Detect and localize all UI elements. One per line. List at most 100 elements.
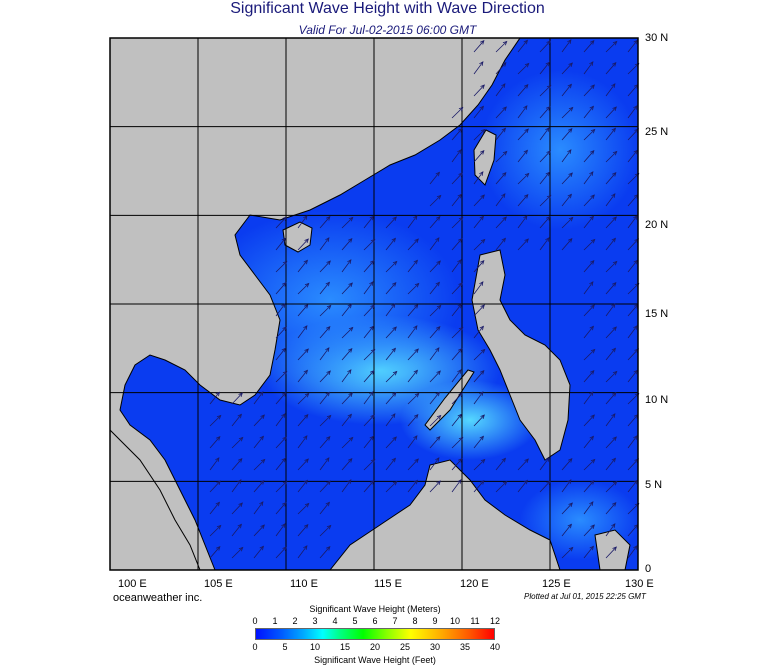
wave-arrow: [319, 414, 332, 427]
wave-mid-zone-north: [480, 70, 638, 230]
wave-arrow: [583, 325, 594, 339]
wave-arrow: [319, 325, 331, 339]
colorbar-meter-tick: 8: [412, 616, 418, 626]
wave-arrow: [605, 83, 616, 97]
wave-arrow: [209, 545, 221, 559]
wave-arrow: [319, 480, 331, 493]
lat-label-30: 30 N: [645, 32, 669, 44]
wave-arrow: [473, 215, 484, 229]
wave-arrow: [451, 413, 462, 427]
wave-arrow: [275, 457, 286, 471]
wave-arrow: [231, 546, 244, 559]
wave-arrow: [275, 326, 287, 339]
wave-arrow: [319, 347, 330, 361]
wave-arrow: [561, 127, 573, 141]
wave-arrow: [275, 546, 287, 559]
wave-arrow: [473, 348, 486, 361]
wave-arrow: [517, 193, 529, 207]
land-sulawesi: [594, 529, 631, 570]
wave-arrow: [451, 149, 462, 163]
wave-arrow: [605, 237, 616, 251]
wave-arrow: [297, 238, 309, 251]
wave-arrow: [561, 237, 573, 251]
colorbar-meter-tick: 4: [332, 616, 338, 626]
wave-arrow: [363, 479, 375, 493]
wave-arrow: [407, 238, 419, 251]
wave-arrow: [253, 479, 265, 493]
wave-arrow: [429, 480, 441, 493]
wave-arrow: [275, 523, 286, 537]
lon-label-120: 120 E: [460, 578, 489, 590]
wave-high-zone: [400, 380, 540, 460]
wave-arrow: [605, 413, 616, 427]
wave-arrow: [341, 457, 353, 471]
wave-arrow: [605, 40, 618, 53]
wave-arrow: [429, 281, 440, 295]
wave-arrow: [583, 435, 594, 449]
wave-arrow: [209, 391, 220, 405]
wave-arrow: [451, 303, 462, 317]
wave-arrow: [319, 215, 331, 229]
wave-arrow: [231, 479, 242, 493]
wave-arrow: [583, 238, 596, 251]
colorbar-title-meters: Significant Wave Height (Meters): [309, 604, 441, 614]
wave-arrow: [473, 458, 486, 471]
map-frame: [109, 37, 639, 571]
wave-arrow: [407, 325, 418, 339]
wave-arrow: [297, 215, 308, 229]
colorbar-meter-tick: 2: [292, 616, 298, 626]
wave-arrow: [517, 62, 530, 75]
wave-arrow: [517, 215, 528, 229]
wave-arrow: [253, 458, 266, 471]
wave-arrow: [451, 479, 462, 493]
wave-arrow: [517, 83, 529, 97]
wave-arrow: [583, 171, 594, 185]
wave-arrow: [363, 215, 374, 229]
lat-label-10: 10 N: [645, 394, 669, 406]
wave-arrow: [297, 413, 309, 427]
lon-label-125: 125 E: [542, 578, 571, 590]
wave-arrow: [341, 216, 354, 229]
wave-arrow: [231, 436, 244, 449]
wave-arrow: [429, 391, 440, 405]
wave-arrow: [473, 39, 485, 53]
wave-arrow: [429, 370, 441, 383]
wave-arrow: [539, 84, 552, 97]
map-subtitle: Valid For Jul-02-2015 06:00 GMT: [298, 23, 477, 37]
wave-arrow: [363, 414, 375, 427]
land-taiwan: [473, 129, 497, 186]
wave-arrow: [363, 435, 374, 449]
wave-arrow: [561, 149, 572, 163]
wave-direction-arrows: [209, 39, 640, 559]
wave-arrow: [297, 545, 308, 559]
wave-arrow: [605, 326, 617, 339]
wave-arrow: [319, 391, 330, 405]
wave-arrow: [231, 523, 242, 537]
lat-label-15: 15 N: [645, 308, 669, 320]
wave-arrow: [363, 281, 374, 295]
wave-arrow: [385, 413, 396, 427]
colorbar-meter-tick: 0: [252, 616, 258, 626]
wave-arrow: [495, 237, 506, 251]
colorbar-meter-tick: 1: [272, 616, 278, 626]
wave-arrow: [539, 480, 551, 493]
wave-arrow: [451, 106, 464, 119]
wave-arrow: [605, 546, 617, 559]
wave-arrow: [275, 413, 286, 427]
wave-arrow: [583, 545, 594, 559]
wave-arrow: [605, 171, 617, 185]
wave-arrow: [341, 413, 352, 427]
wave-arrow: [473, 414, 485, 427]
wave-arrow: [297, 282, 310, 295]
wave-arrow: [407, 458, 419, 471]
wave-arrow: [275, 260, 288, 273]
wave-arrow: [517, 39, 528, 53]
wave-arrow: [275, 480, 288, 493]
colorbar-title-feet: Significant Wave Height (Feet): [314, 655, 436, 665]
wave-arrow: [539, 61, 550, 75]
wave-arrow: [605, 391, 617, 405]
wave-arrow: [473, 171, 484, 185]
wave-arrow: [605, 61, 617, 75]
colorbar-feet-tick: 40: [489, 642, 501, 652]
wave-arrow: [451, 282, 463, 295]
